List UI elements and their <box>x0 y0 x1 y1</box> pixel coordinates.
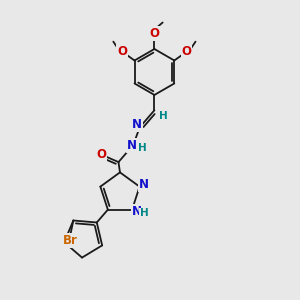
Text: Br: Br <box>63 234 78 247</box>
Text: N: N <box>127 139 137 152</box>
Text: N: N <box>132 205 142 218</box>
Text: N: N <box>132 118 142 131</box>
Text: N: N <box>139 178 149 191</box>
Text: H: H <box>159 110 168 121</box>
Text: O: O <box>182 45 192 58</box>
Text: S: S <box>60 236 68 249</box>
Text: H: H <box>140 208 149 218</box>
Text: H: H <box>138 143 146 153</box>
Text: O: O <box>96 148 106 161</box>
Text: O: O <box>149 27 159 40</box>
Text: O: O <box>117 45 127 58</box>
